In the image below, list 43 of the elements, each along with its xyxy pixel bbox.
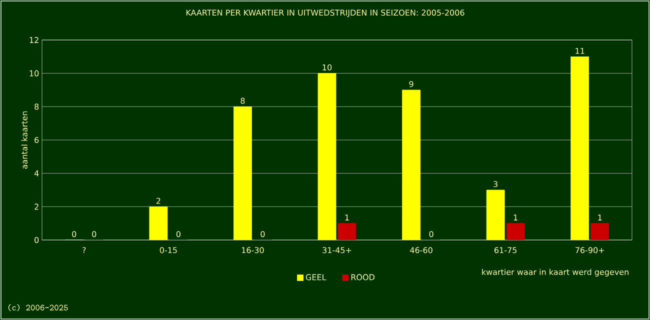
x-tick-label: 16-30 bbox=[242, 247, 264, 254]
bar bbox=[149, 206, 168, 240]
data-label: 1 bbox=[514, 214, 518, 220]
legend-label: ROOD bbox=[351, 274, 374, 280]
data-label: 0 bbox=[92, 231, 96, 238]
y-axis-title: aantal kaarten bbox=[21, 111, 28, 169]
data-label: 2 bbox=[156, 198, 160, 204]
x-tick-label: 31-45+ bbox=[322, 247, 352, 254]
text: (c) 2006-2025 bbox=[8, 304, 68, 312]
legend-label: GEEL bbox=[306, 274, 326, 280]
data-label: 8 bbox=[240, 98, 245, 104]
y-tick-label: 0 bbox=[34, 236, 39, 244]
y-tick-label: 10 bbox=[30, 70, 39, 76]
bar bbox=[506, 223, 525, 240]
bar bbox=[402, 90, 420, 240]
bar bbox=[338, 223, 356, 240]
data-label: 11 bbox=[576, 48, 584, 54]
data-label: 10 bbox=[322, 64, 332, 70]
bar bbox=[590, 223, 610, 240]
x-tick-label: 61-75 bbox=[494, 247, 516, 254]
data-label: 0 bbox=[72, 231, 76, 238]
x-tick-label: ? bbox=[82, 247, 86, 254]
data-label: 0 bbox=[176, 231, 180, 238]
x-axis-title: kwartier waar in kaart werd gegeven bbox=[482, 268, 628, 277]
data-label: 1 bbox=[345, 214, 349, 220]
data-label: 0 bbox=[429, 231, 434, 238]
data-label: 3 bbox=[494, 181, 498, 188]
bar bbox=[318, 73, 336, 240]
y-tick-label: 8 bbox=[34, 104, 39, 110]
y-tick-label: 4 bbox=[34, 170, 39, 176]
chart-title: KAARTEN PER KWARTIER IN UITWEDSTRIJDEN IN SEIZOEN: 2005-2006 bbox=[186, 10, 464, 18]
x-tick-label: 76-90+ bbox=[576, 247, 604, 254]
y-tick-label: 6 bbox=[34, 136, 39, 144]
y-tick-label: 2 bbox=[34, 204, 38, 210]
bar bbox=[570, 56, 590, 240]
bar bbox=[234, 106, 252, 240]
data-label: 9 bbox=[409, 81, 414, 88]
x-tick-label: 46-60 bbox=[410, 247, 432, 254]
bar bbox=[486, 190, 505, 240]
x-tick-label: 0-15 bbox=[160, 247, 177, 254]
y-tick-label: 12 bbox=[30, 37, 38, 43]
data-label: 0 bbox=[260, 231, 265, 238]
data-label: 1 bbox=[598, 214, 602, 220]
